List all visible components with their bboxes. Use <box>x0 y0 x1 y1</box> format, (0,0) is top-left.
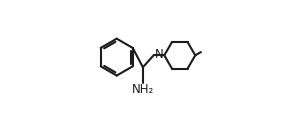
Text: NH₂: NH₂ <box>132 83 154 96</box>
Text: N: N <box>155 48 164 61</box>
